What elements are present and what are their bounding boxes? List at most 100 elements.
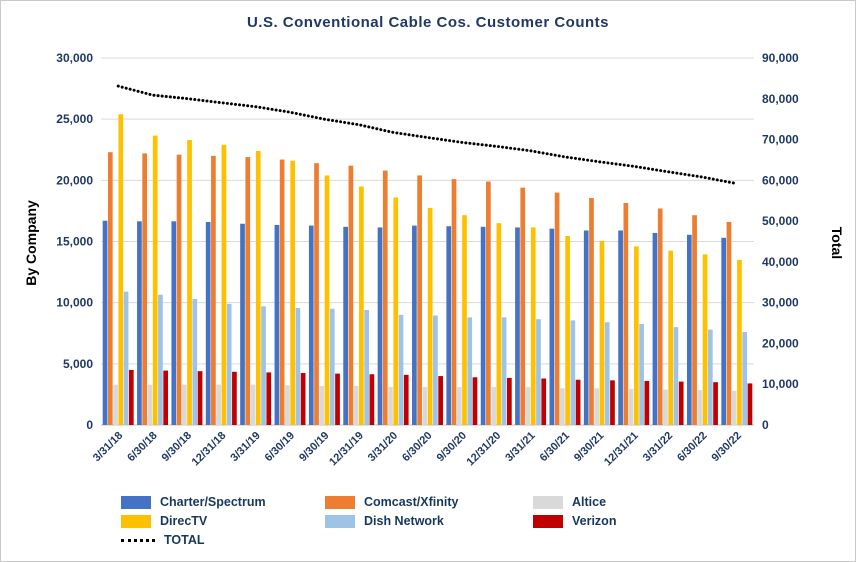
bar — [152, 135, 158, 425]
left-axis-tick-label: 20,000 — [56, 173, 93, 187]
bar — [393, 197, 399, 425]
bar — [554, 192, 560, 425]
legend: Charter/Spectrum Comcast/Xfinity Altice Dir… — [121, 495, 743, 547]
bar — [353, 385, 359, 425]
bar — [560, 388, 565, 425]
bar — [335, 373, 340, 425]
bar — [369, 374, 375, 425]
bar — [137, 221, 142, 425]
legend-item-total: TOTAL — [121, 533, 325, 547]
bar — [446, 226, 452, 425]
x-axis-tick-label: 9/30/19 — [297, 430, 331, 464]
right-axis-tick-label: 0 — [762, 418, 769, 432]
bar — [713, 382, 718, 425]
bar — [731, 390, 737, 425]
bar — [113, 384, 118, 425]
bar — [644, 380, 650, 425]
left-axis-tick-label: 25,000 — [56, 112, 93, 126]
left-axis-tick-label: 15,000 — [56, 235, 93, 249]
left-axis-tick-label: 0 — [86, 418, 93, 432]
bar — [525, 387, 531, 425]
bar — [319, 385, 325, 425]
bar — [171, 221, 177, 425]
bar — [176, 154, 182, 425]
right-axis-tick-label: 60,000 — [762, 173, 799, 187]
bar — [285, 385, 290, 425]
bar — [618, 230, 623, 425]
x-axis-tick-label: 9/30/21 — [572, 430, 606, 464]
bar — [324, 175, 330, 425]
bar — [427, 207, 433, 425]
bar — [697, 390, 703, 425]
bar — [692, 215, 697, 425]
bar — [657, 208, 663, 425]
bar — [192, 299, 198, 425]
bar — [388, 387, 393, 425]
bar-series-charter-spectrum — [102, 220, 727, 425]
bar — [279, 159, 285, 426]
bar — [163, 370, 169, 425]
bar — [343, 226, 348, 425]
legend-label: Comcast/Xfinity — [364, 495, 459, 509]
bar — [467, 317, 473, 425]
bar — [507, 377, 512, 425]
legend-label: Charter/Spectrum — [160, 495, 266, 509]
right-axis-tick-label: 80,000 — [762, 92, 799, 106]
bar — [232, 371, 237, 425]
bar — [245, 157, 251, 425]
bar — [274, 224, 280, 425]
bar — [417, 175, 422, 425]
legend-item-altice: Altice — [533, 495, 743, 509]
bar — [422, 387, 428, 425]
bar-series-verizon — [128, 369, 753, 425]
bar — [702, 254, 708, 425]
bar — [147, 384, 153, 425]
left-axis-tick-label: 5,000 — [63, 357, 93, 371]
right-axis-tick-label: 30,000 — [762, 296, 799, 310]
bar — [308, 225, 314, 425]
bar — [496, 223, 502, 425]
total-dotted-line — [116, 84, 739, 186]
legend-item-verizon: Verizon — [533, 514, 743, 528]
bar — [549, 228, 555, 425]
bar — [226, 303, 232, 425]
bar — [604, 322, 610, 425]
x-axis-tick-label: 12/31/18 — [190, 430, 229, 469]
right-axis-tick-label: 10,000 — [762, 377, 799, 391]
legend-label: TOTAL — [164, 533, 205, 547]
legend-item-charter-spectrum: Charter/Spectrum — [121, 495, 325, 509]
right-axis-tick-label: 90,000 — [762, 51, 799, 65]
bar — [348, 165, 354, 425]
bar — [570, 320, 576, 425]
bar — [472, 377, 478, 425]
bar — [747, 383, 753, 425]
legend-color-swatch — [533, 495, 563, 509]
x-axis-tick-label: 3/31/22 — [641, 430, 675, 464]
x-axis-tick-label: 6/30/18 — [125, 430, 159, 464]
legend-item-dish-network: Dish Network — [325, 514, 533, 528]
bar — [663, 389, 668, 425]
x-axis-tick-label: 3/31/21 — [503, 430, 537, 464]
bar — [737, 259, 742, 425]
bar — [652, 232, 658, 425]
left-axis-tick-label: 30,000 — [56, 51, 93, 65]
x-axis-tick-label: 3/31/20 — [366, 430, 400, 464]
bar — [480, 226, 486, 425]
right-axis-tick-label: 40,000 — [762, 255, 799, 269]
legend-label: Altice — [572, 495, 607, 509]
bar — [290, 160, 295, 425]
bar — [668, 250, 674, 425]
legend-dotted-line-marker — [121, 538, 155, 542]
x-axis-tick-label: 9/30/22 — [709, 430, 743, 464]
bar — [359, 186, 364, 425]
bar — [673, 327, 679, 425]
legend-color-swatch — [121, 514, 151, 528]
bar — [742, 332, 748, 425]
bar — [486, 181, 491, 425]
x-axis-tick-label: 3/31/19 — [228, 430, 262, 464]
bar — [187, 139, 192, 425]
bar — [240, 223, 245, 425]
bar — [377, 227, 383, 425]
right-axis-tick-label: 50,000 — [762, 214, 799, 228]
bar — [433, 315, 438, 425]
